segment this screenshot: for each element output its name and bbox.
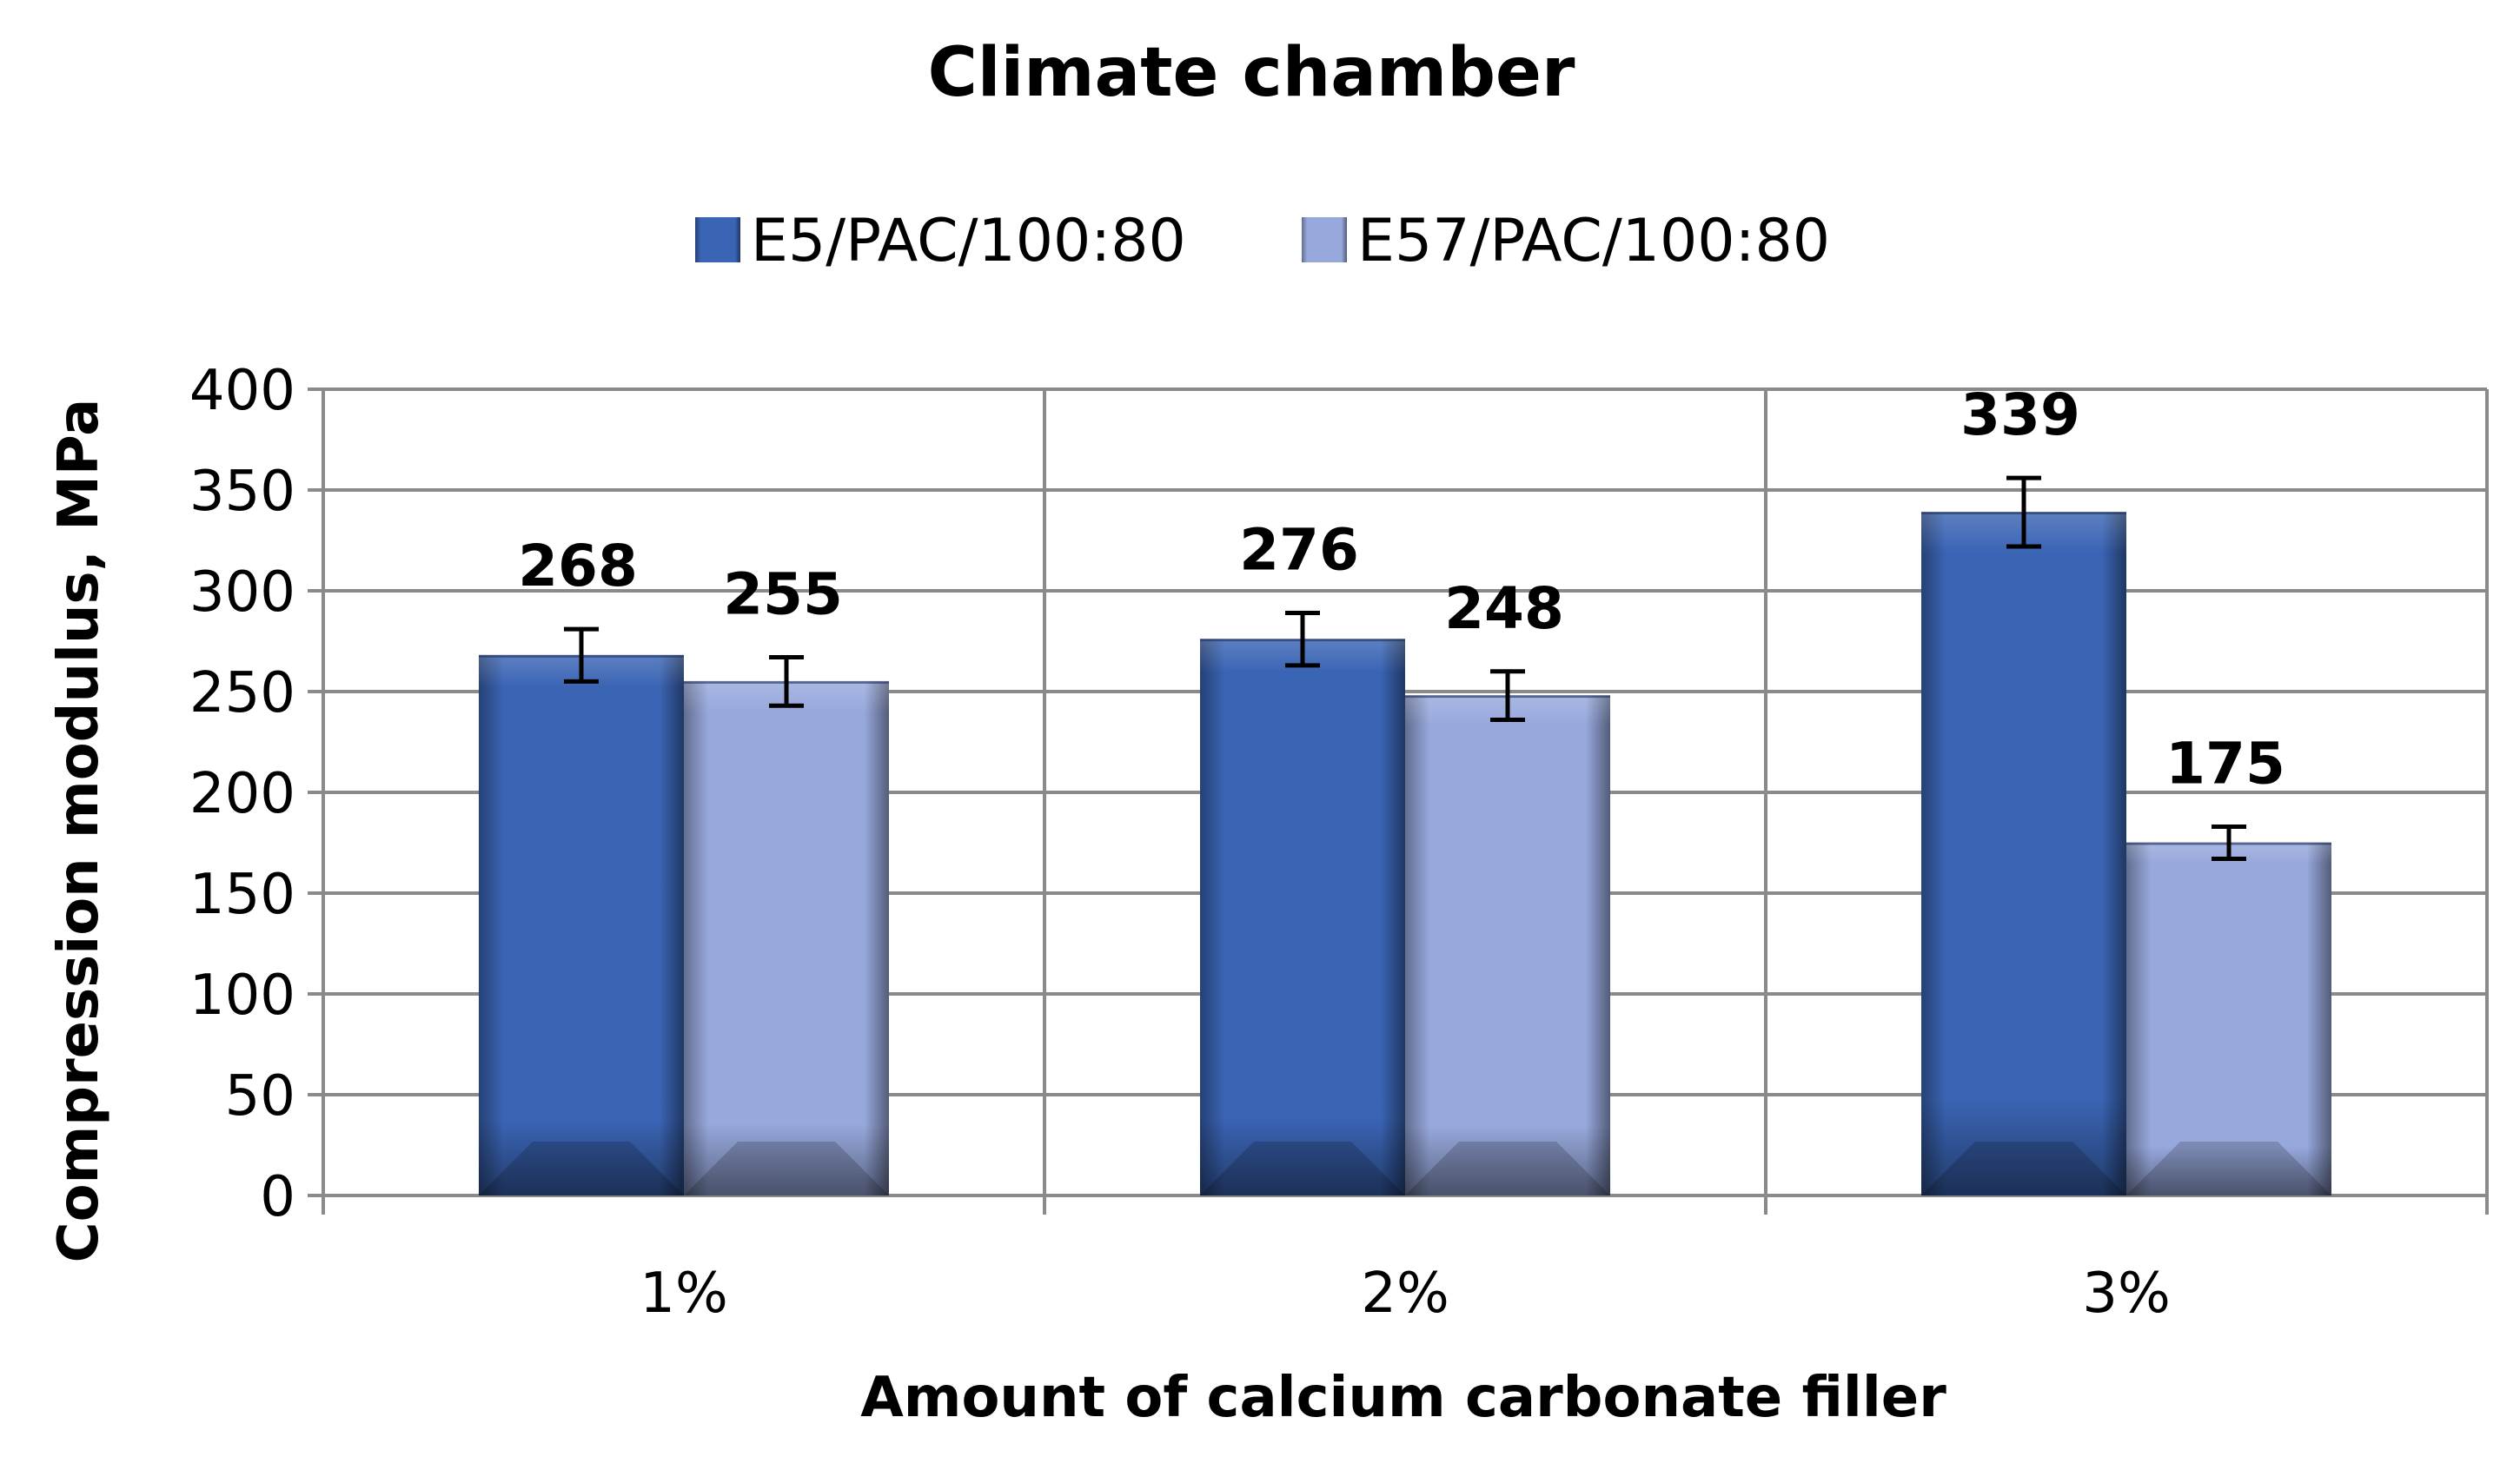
bar	[479, 654, 684, 1195]
legend-swatch-shade	[695, 217, 740, 262]
data-label: 268	[518, 533, 638, 599]
y-tick-label: 150	[189, 863, 295, 927]
data-label: 255	[723, 561, 843, 628]
data-labels: 268 276 339 255 248 175	[518, 381, 2285, 797]
error-bar	[2006, 475, 2041, 549]
legend-label: E5/PAC/100:80	[751, 207, 1186, 275]
y-axis-ticks: 0 50 100 150 200 250 300 350 400	[189, 359, 295, 1229]
y-tick-label: 0	[260, 1165, 295, 1229]
bar-bevel	[1405, 1142, 1610, 1195]
bar-shade-v	[684, 681, 889, 1195]
error-bar	[1490, 669, 1525, 722]
y-tick-label: 350	[189, 460, 295, 524]
x-axis-title: Amount of calcium carbonate filler	[860, 1366, 1946, 1430]
bar-shade-v	[1405, 695, 1610, 1195]
data-label: 248	[1444, 575, 1564, 642]
legend-item: E57/PAC/100:80	[1302, 207, 1830, 275]
bar	[684, 680, 889, 1195]
x-axis-ticks: 1% 2% 3%	[640, 1262, 2171, 1326]
bar	[1921, 512, 2126, 1195]
bar-bevel	[684, 1142, 889, 1195]
error-bar	[564, 626, 599, 684]
bar-bevel	[1921, 1142, 2126, 1195]
bars	[479, 512, 2331, 1195]
bar-shade-v	[2126, 843, 2331, 1195]
y-tick-label: 250	[189, 661, 295, 725]
error-bar	[769, 655, 804, 708]
x-tick-label: 3%	[2082, 1262, 2171, 1326]
bar	[2126, 842, 2331, 1195]
bar	[1405, 695, 1610, 1195]
error-bar	[2212, 824, 2246, 862]
data-label: 339	[1960, 381, 2080, 448]
bar-shade-v	[1921, 512, 2126, 1195]
x-tick-label: 1%	[640, 1262, 728, 1326]
y-tick-label: 400	[189, 359, 295, 423]
legend-item: E5/PAC/100:80	[695, 207, 1186, 275]
error-bars	[564, 475, 2246, 862]
bar-shade-v	[1200, 639, 1405, 1195]
y-tick-label: 100	[189, 964, 295, 1028]
bar-bevel	[1200, 1142, 1405, 1195]
bar-shade-v	[479, 655, 684, 1195]
x-tick-label: 2%	[1361, 1262, 1449, 1326]
bar-bevel	[479, 1142, 684, 1195]
y-tick-label: 200	[189, 762, 295, 826]
chart-title: Climate chamber	[928, 34, 1575, 112]
data-label: 276	[1239, 517, 1359, 584]
y-tick-label: 300	[189, 560, 295, 625]
legend-swatch-shade	[1302, 217, 1347, 262]
y-tick-label: 50	[225, 1064, 295, 1129]
legend: E5/PAC/100:80 E57/PAC/100:80	[695, 207, 1830, 275]
y-axis-title: Compression modulus, MPa	[47, 399, 111, 1263]
bar-bevel	[2126, 1142, 2331, 1195]
error-bar	[1285, 611, 1320, 668]
bar	[1200, 639, 1405, 1195]
data-label: 175	[2165, 730, 2285, 797]
legend-label: E57/PAC/100:80	[1357, 207, 1830, 275]
